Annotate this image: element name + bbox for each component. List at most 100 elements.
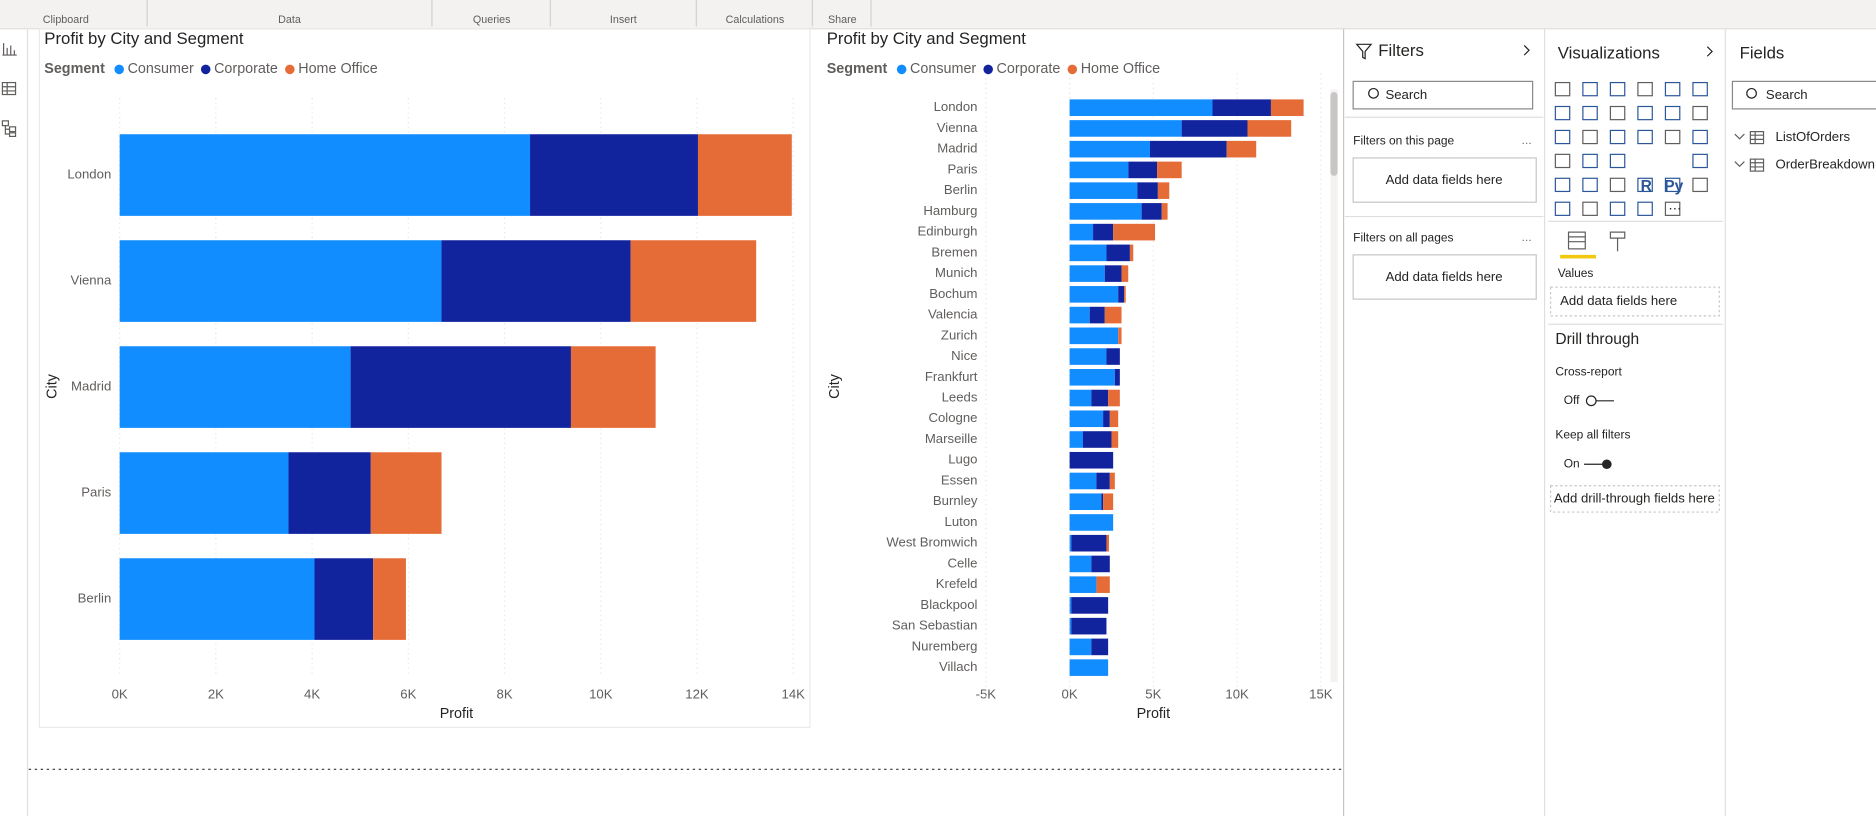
visual-icon[interactable] [1554,105,1571,121]
bar-segment [119,240,442,322]
bar-segment [1157,182,1170,199]
nav-icons[interactable] [1,43,17,138]
y-tick-label: Krefeld [936,576,978,591]
visual-icon[interactable] [1554,177,1571,193]
x-tick-label: 14K [782,687,806,702]
visual-icon[interactable] [1692,105,1708,121]
visual-icon[interactable] [1582,201,1598,216]
filter-section-title: Filters on this page [1353,133,1454,147]
bar-segment [119,452,289,534]
toggle-state: Off [1564,393,1580,407]
y-tick-label: Madrid [71,379,111,394]
visual-icon[interactable] [1609,201,1626,216]
bar-segment [1069,431,1084,448]
r-visual-icon[interactable]: R [1641,178,1652,195]
visual-icon[interactable] [1554,81,1571,97]
bar-segment [1101,493,1104,511]
drop-zone-text: Add data fields here [1386,172,1503,187]
bar-segment [1096,576,1110,593]
filters-search[interactable] [1352,80,1534,110]
y-tick-label: Edinburgh [917,224,977,239]
bar-segment [1181,120,1248,137]
legend-label: Home Office [298,61,377,77]
visual-icon[interactable] [1609,153,1626,169]
keep-filters-label: Keep all filters [1555,428,1630,442]
visual-icon[interactable] [1692,81,1708,97]
bar-segment [1069,534,1072,552]
bar-segment [1069,327,1119,345]
visual-icon[interactable] [1582,129,1598,145]
drop-zone[interactable] [1549,286,1720,317]
x-axis-title: Profit [1137,706,1170,722]
y-tick-label: Berlin [944,182,978,197]
drill-through-title: Drill through [1555,331,1639,348]
more-visuals[interactable]: ⋯ [1668,201,1681,216]
bar-segment [1106,534,1109,552]
toggle-off[interactable] [1585,395,1614,407]
visualizations-title: Visualizations [1558,43,1660,62]
bar-segment [1212,99,1271,116]
visual-icon[interactable] [1637,105,1653,121]
visual-icon[interactable] [1637,201,1653,216]
visual-icon[interactable] [1637,129,1653,145]
visual-icon[interactable] [1664,177,1681,193]
visual-icon[interactable] [1692,153,1708,169]
legend-label: Corporate [214,61,278,77]
visual-icon[interactable] [1664,129,1681,145]
more-options[interactable]: … [1521,232,1532,244]
scrollbar-thumb[interactable] [1330,92,1338,176]
visual-icon[interactable] [1609,129,1626,145]
active-tab-indicator [1560,254,1597,259]
scrollbar-track [1330,89,1338,682]
drop-zone[interactable] [1549,485,1720,513]
table-name[interactable]: ListOfOrders [1776,129,1851,144]
visual-icon[interactable] [1582,153,1598,169]
visual-icon[interactable] [1554,153,1571,169]
bar-segment [1109,410,1119,428]
bar-segment [1069,348,1107,365]
x-tick-label: 12K [685,687,709,702]
visual-icon[interactable] [1692,177,1708,193]
ribbon-group: Data [278,14,301,26]
visual-icon[interactable] [1664,105,1681,121]
visual-icon[interactable] [1582,81,1598,97]
visual-icon[interactable] [1664,201,1681,216]
visual-icon[interactable] [1609,81,1626,97]
visual-icon[interactable] [1582,105,1598,121]
bar-segment [1113,223,1156,241]
python-visual-icon[interactable]: Py [1664,178,1683,195]
more-options[interactable]: … [1521,135,1532,147]
visual-icon[interactable] [1664,81,1681,97]
toggle-on[interactable] [1584,459,1612,470]
visual-icon[interactable] [1637,177,1653,193]
visual-icon[interactable] [1692,129,1708,145]
visual-icon[interactable] [1609,105,1626,121]
y-tick-label: Madrid [937,141,977,156]
visual-icon[interactable] [1554,201,1571,216]
bar-segment [1096,472,1110,490]
visual-icon[interactable] [1554,129,1571,145]
y-tick-label: Cologne [928,410,977,425]
pane-tabs[interactable] [1567,231,1626,252]
drop-zone[interactable] [1352,254,1537,300]
legend-swatch [285,64,295,75]
bar-segment [1069,555,1092,573]
bar-segment [630,240,757,322]
y-tick-label: Frankfurt [925,369,978,384]
visual-icon[interactable] [1582,177,1598,193]
visual-icon[interactable] [1637,81,1653,97]
table-name[interactable]: OrderBreakdown [1776,157,1875,172]
visual-icon[interactable] [1609,177,1626,193]
visual-border [38,28,811,729]
y-tick-label: Vienna [71,273,112,288]
drop-zone[interactable] [1352,157,1537,203]
bar-segment [1104,306,1122,324]
bar-segment [1069,472,1097,490]
search-placeholder: Search [1766,87,1808,102]
x-tick-label: 10K [589,687,613,702]
collapse-button[interactable] [1523,45,1530,56]
bar-segment [350,346,571,428]
collapse-button[interactable] [1706,46,1713,57]
bar-segment [1069,493,1102,511]
bar-segment [1069,120,1182,137]
